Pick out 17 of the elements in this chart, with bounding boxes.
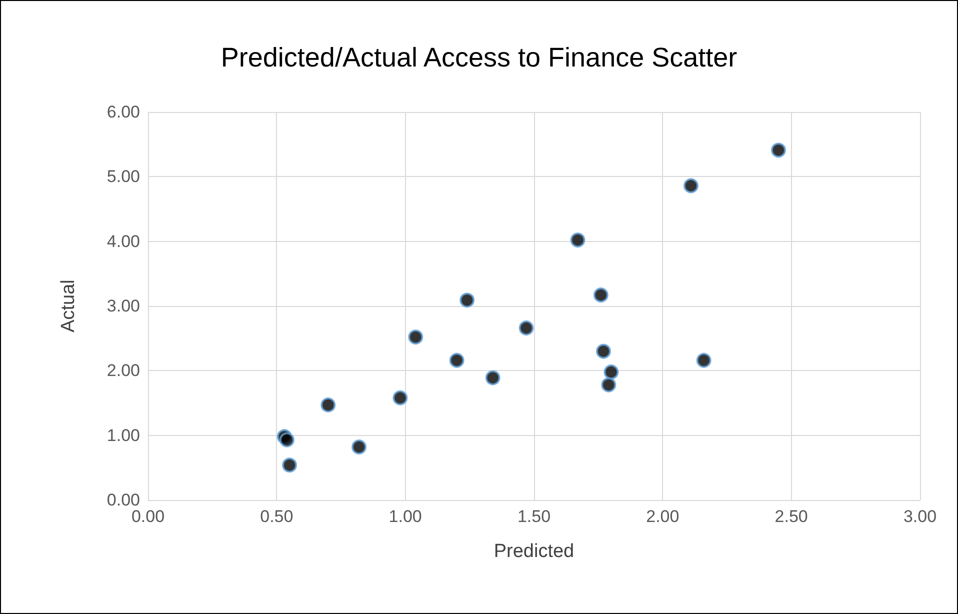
y-tick-label: 6.00 (106, 102, 140, 122)
y-tick-label: 3.00 (106, 296, 140, 316)
x-tick-label: 3.00 (903, 507, 937, 526)
x-tick-label: 2.50 (774, 507, 808, 526)
y-tick-label: 2.00 (106, 361, 140, 380)
y-tick-label: 4.00 (106, 232, 140, 251)
chart-title: Predicted/Actual Access to Finance Scatter (220, 42, 738, 72)
y-tick-label: 0.00 (106, 490, 140, 510)
x-tick-label: 1.50 (517, 507, 551, 526)
y-tick-label: 5.00 (106, 167, 140, 186)
y-tick-label: 1.00 (106, 426, 140, 445)
y-axis-title: Actual (58, 280, 79, 332)
x-axis-title: Predicted (494, 541, 574, 562)
x-tick-label: 0.50 (260, 507, 294, 526)
x-tick-label: 0.00 (131, 507, 165, 526)
x-tick-label: 1.00 (388, 507, 422, 526)
x-tick-label: 2.00 (646, 507, 680, 526)
